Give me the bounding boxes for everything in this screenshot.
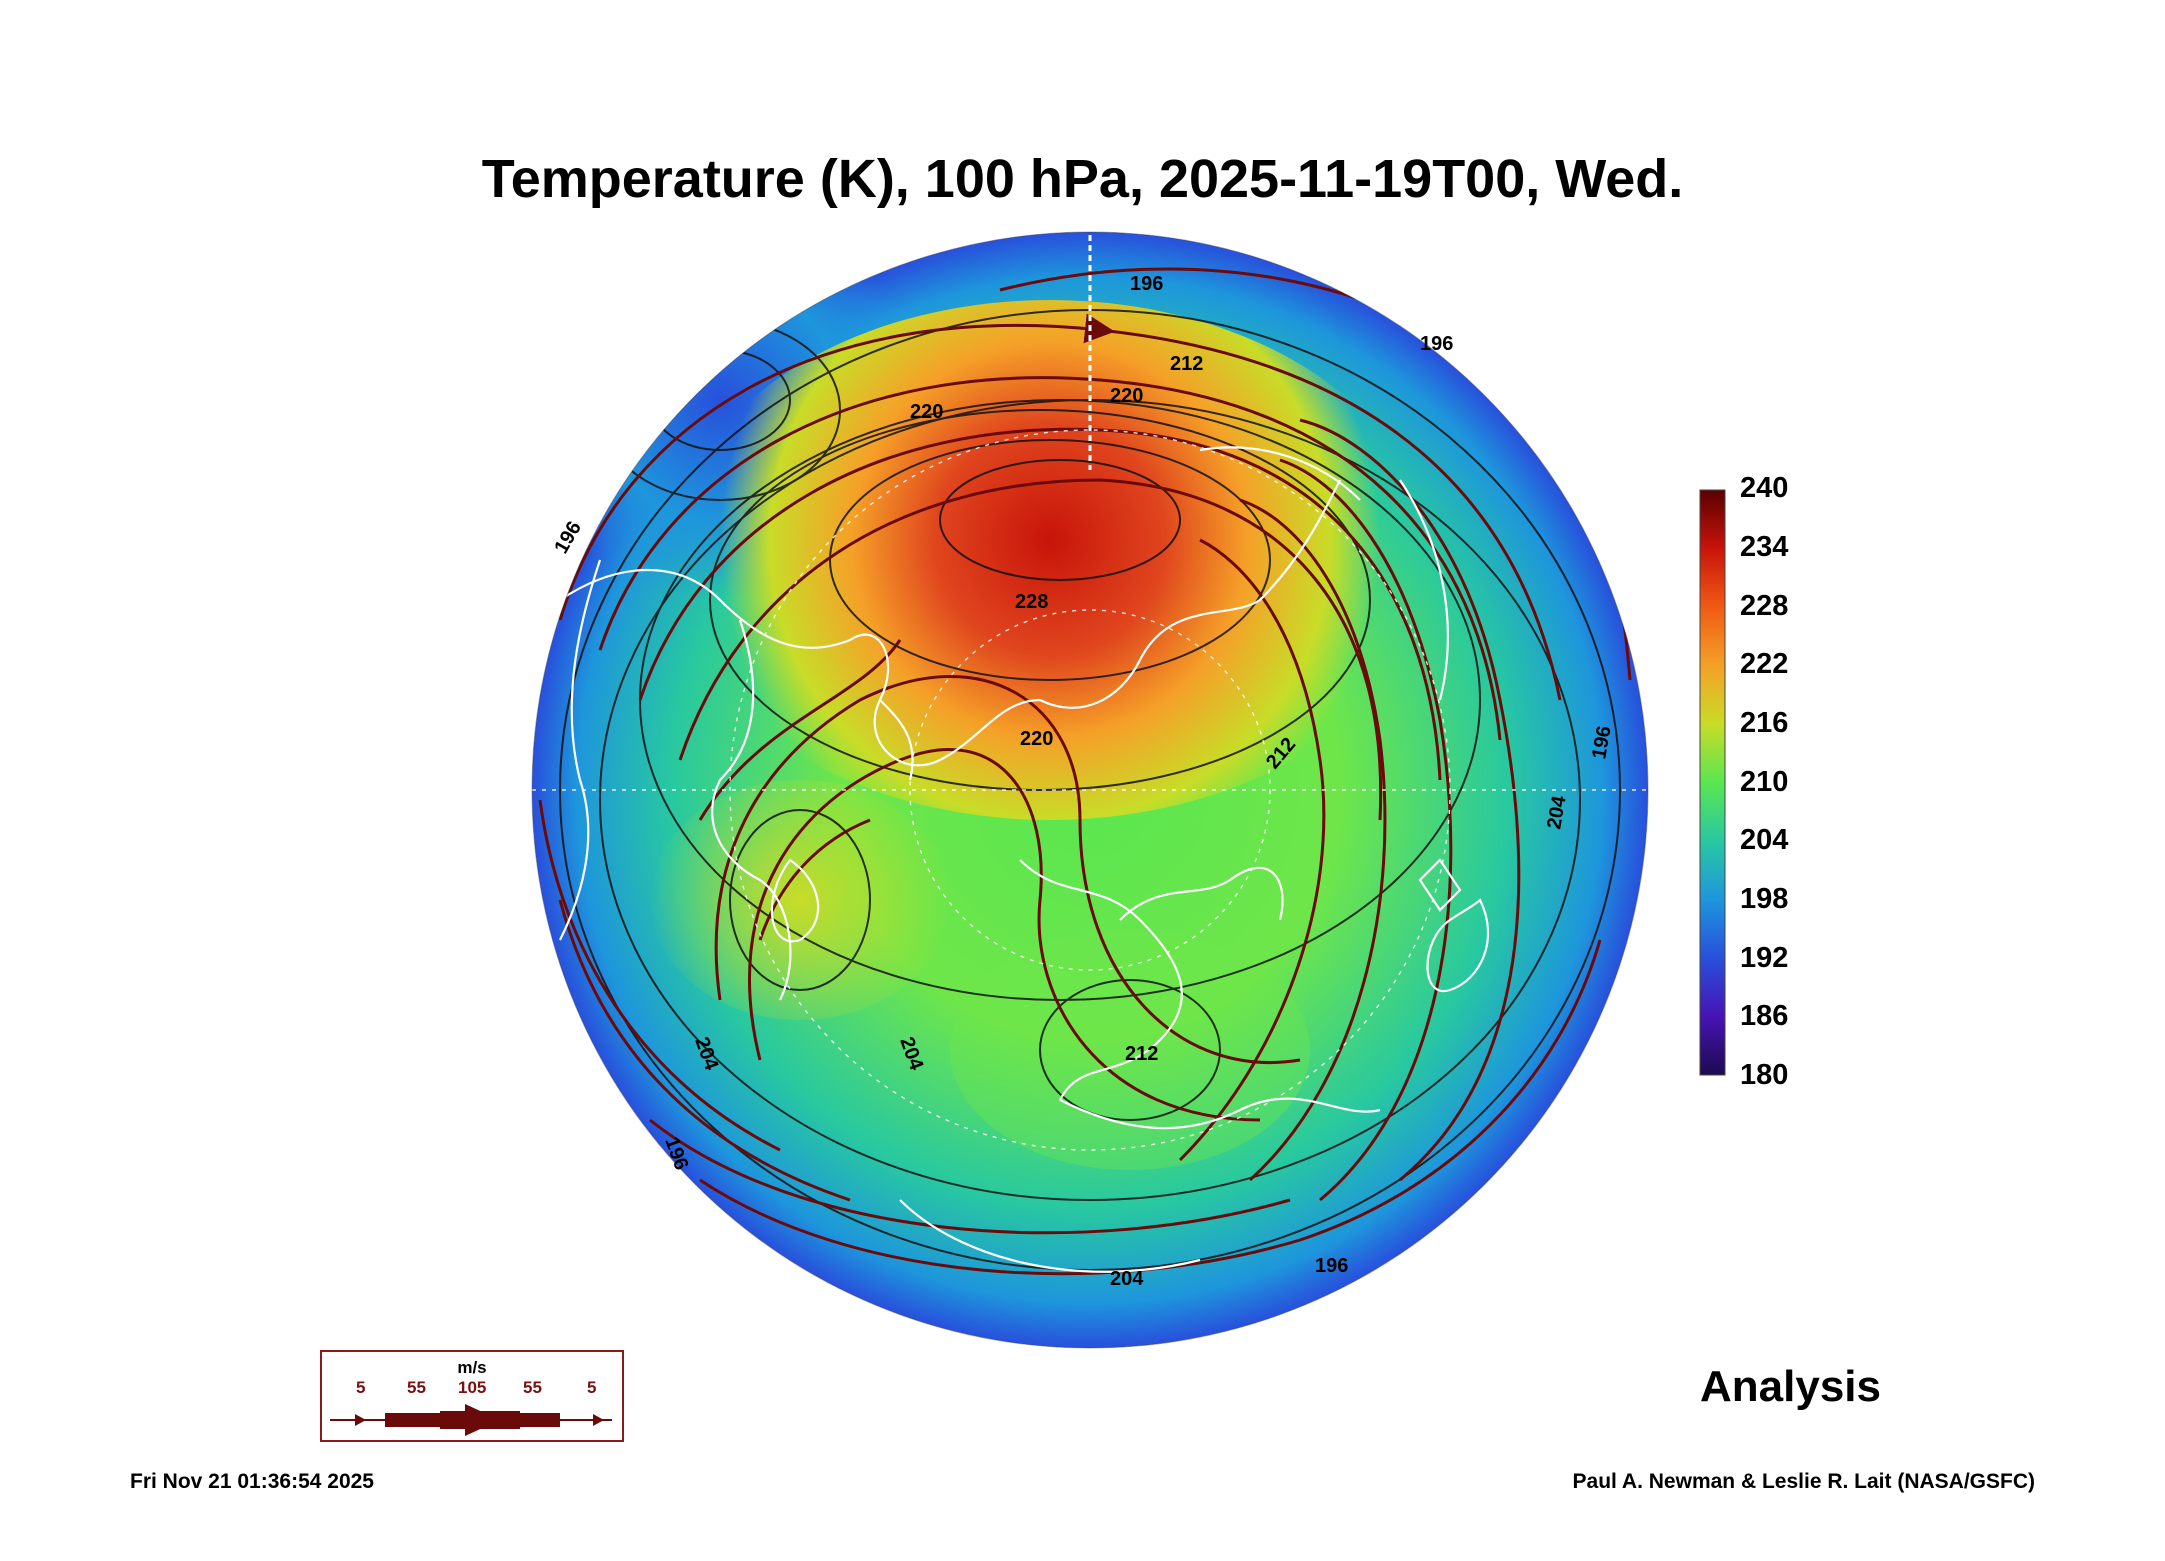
- temperature-field: [532, 232, 1648, 1348]
- wind-units-label: m/s: [457, 1358, 487, 1377]
- contour-label: 196: [550, 518, 586, 558]
- contour-label: 220: [910, 401, 943, 423]
- wind-value: 55: [407, 1378, 426, 1397]
- contour-label: 196: [1420, 333, 1453, 355]
- contour-label: 196: [1130, 273, 1163, 295]
- chart-title: Temperature (K), 100 hPa, 2025-11-19T00,…: [481, 149, 1684, 209]
- colorbar-tick: 234: [1740, 531, 1789, 563]
- colorbar-tick: 204: [1740, 824, 1789, 856]
- colorbar-tick: 198: [1740, 883, 1789, 915]
- contour-label: 212: [1125, 1043, 1158, 1065]
- colorbar: [1699, 489, 1726, 1076]
- colorbar-tick: 192: [1740, 942, 1789, 974]
- colorbar-tick: 186: [1740, 1000, 1789, 1032]
- contour-labels: 196 196 196 196 204 204 204 212 212 220 …: [550, 273, 1615, 1290]
- analysis-label: Analysis: [1700, 1362, 1881, 1411]
- graticule: [532, 429, 1648, 1151]
- contour-label: 220: [1110, 385, 1143, 407]
- contour-label: 204: [1110, 1268, 1144, 1290]
- wind-speed-legend: m/s 5 55 105 55 5: [320, 1350, 624, 1442]
- colorbar-tick: 240: [1740, 472, 1789, 504]
- colorbar-tick: 216: [1740, 707, 1789, 739]
- colorbar-tick: 180: [1740, 1059, 1789, 1091]
- contour-label: 196: [1315, 1255, 1348, 1277]
- colorbar-tick: 228: [1740, 590, 1789, 622]
- contour-label: 228: [1015, 591, 1048, 613]
- wind-value: 5: [356, 1378, 366, 1397]
- contour-label: 220: [1020, 728, 1053, 750]
- colorbar-tick: 210: [1740, 766, 1789, 798]
- colorbar-tick: 222: [1740, 648, 1789, 680]
- contour-label: 212: [1170, 353, 1203, 375]
- wind-value: 55: [523, 1378, 542, 1397]
- wind-value: 105: [458, 1378, 487, 1397]
- timestamp: Fri Nov 21 01:36:54 2025: [130, 1470, 374, 1493]
- wind-legend-arrows: [330, 1404, 612, 1436]
- coastlines: [559, 446, 1490, 1273]
- credit-line: Paul A. Newman & Leslie R. Lait (NASA/GS…: [1572, 1470, 2035, 1493]
- wind-value: 5: [587, 1378, 597, 1397]
